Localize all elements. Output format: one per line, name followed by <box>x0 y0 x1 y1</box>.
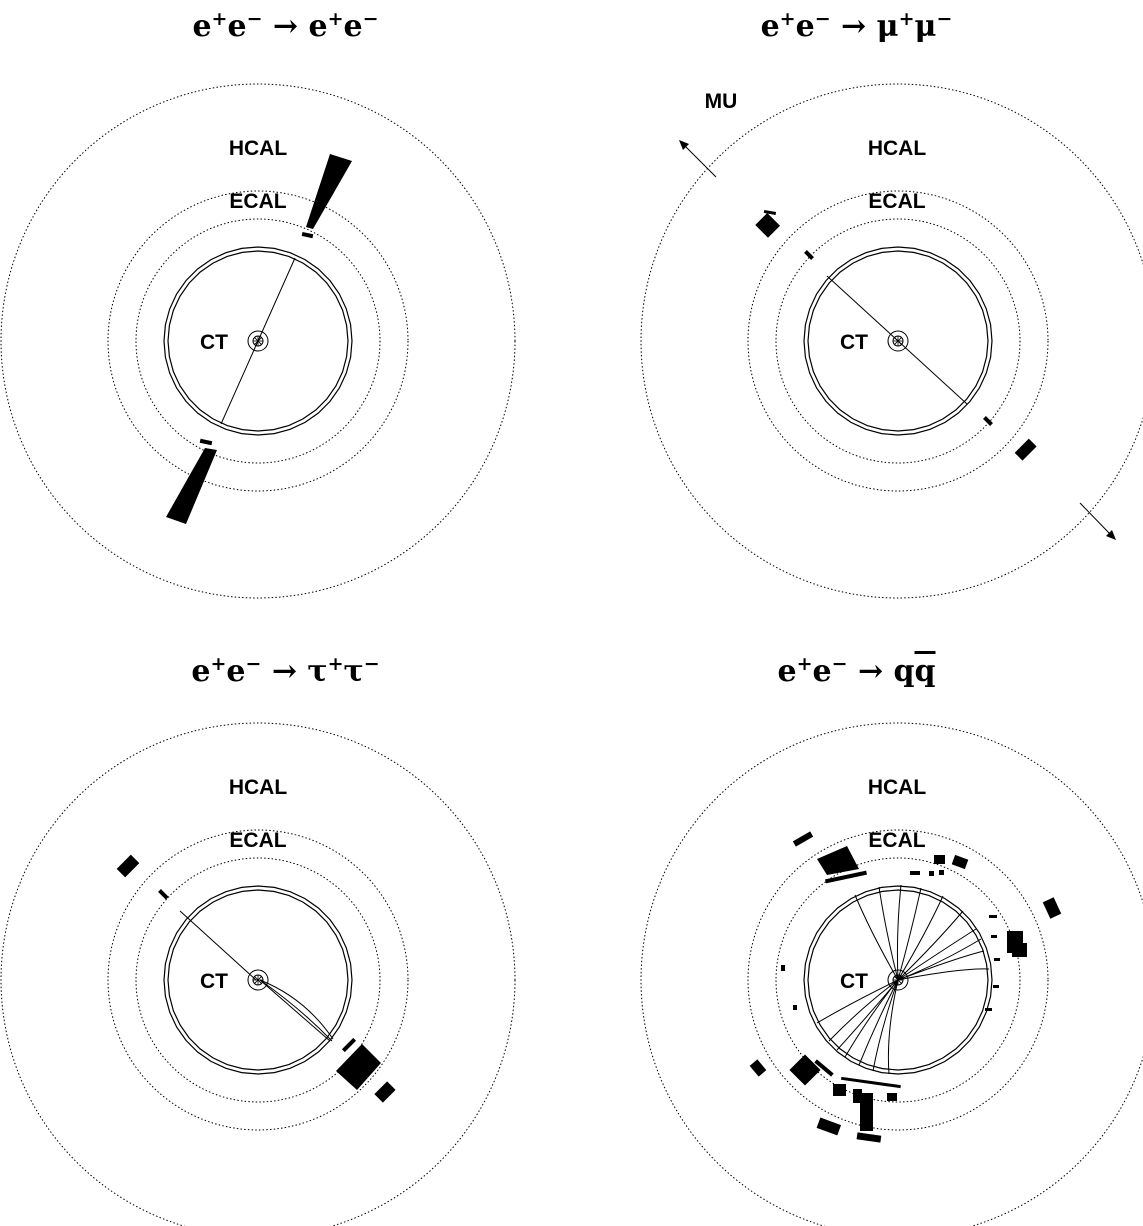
central-tracker-outer <box>803 246 993 436</box>
muon-arrows <box>679 140 1116 540</box>
central-tracker-outer <box>163 246 353 436</box>
central-tracker-outer <box>163 885 353 1075</box>
detector-display: HCAL ECAL CT <box>640 722 1143 1226</box>
beampipe-outer <box>247 969 269 991</box>
event-tracks <box>220 257 296 425</box>
ecal-ring <box>135 857 381 1103</box>
beampipe-outer <box>887 330 909 352</box>
ct-label: CT <box>840 970 868 993</box>
central-tracker-inner <box>167 250 349 432</box>
mu-label: MU <box>705 90 738 113</box>
hcal-label: HCAL <box>229 137 287 160</box>
outer-ring <box>640 83 1143 599</box>
hcal-ring <box>747 829 1049 1131</box>
beampipe-outer <box>247 330 269 352</box>
hcal-ring <box>107 190 409 492</box>
ct-label: CT <box>840 331 868 354</box>
panel-qq: e+e− → qq HCAL ECAL CT <box>571 613 1143 1226</box>
hcal-label: HCAL <box>868 776 926 799</box>
panel-ee: e+e− → e+e− HCAL ECAL CT <box>0 0 571 613</box>
central-tracker-inner <box>807 889 989 1071</box>
ecal-label: ECAL <box>868 829 925 852</box>
detector-display: HCAL ECAL CT <box>0 83 516 599</box>
hcal-ring <box>747 190 1049 492</box>
outer-ring <box>0 722 516 1226</box>
panel-title: e+e− → τ+τ− <box>191 653 380 689</box>
hcal-label: HCAL <box>868 137 926 160</box>
hcal-ring <box>107 829 409 1131</box>
event-tracks <box>816 884 990 1075</box>
panel-title: e+e− → qq <box>777 653 936 689</box>
energy-deposits <box>116 854 396 1103</box>
panel-tautau: e+e− → τ+τ− HCAL ECAL CT <box>0 613 571 1226</box>
detector-rings <box>0 83 516 599</box>
hcal-label: HCAL <box>229 776 287 799</box>
panel-title: e+e− → μ+μ− <box>760 8 953 44</box>
outer-ring <box>0 83 516 599</box>
ecal-label: ECAL <box>229 829 286 852</box>
detector-display: HCAL ECAL CT <box>0 722 516 1226</box>
outer-ring <box>640 722 1143 1226</box>
event-tracks <box>826 275 968 405</box>
ecal-label: ECAL <box>229 190 286 213</box>
ecal-label: ECAL <box>868 190 925 213</box>
ecal-ring <box>135 218 381 464</box>
panel-title: e+e− → e+e− <box>192 8 379 44</box>
panel-mumu: e+e− → μ+μ− HCAL ECAL CT MU <box>571 0 1143 613</box>
detector-rings <box>640 722 1143 1226</box>
detector-display: HCAL ECAL CT MU <box>640 83 1143 599</box>
central-tracker-inner <box>167 889 349 1071</box>
ecal-ring <box>775 218 1021 464</box>
central-tracker-outer <box>803 885 993 1075</box>
detector-rings <box>640 83 1143 599</box>
central-tracker-inner <box>807 250 989 432</box>
energy-deposits <box>755 209 1037 461</box>
ct-label: CT <box>200 970 228 993</box>
detector-rings <box>0 722 516 1226</box>
energy-deposits <box>749 831 1062 1143</box>
energy-deposits <box>166 154 352 524</box>
vertex-spoke <box>254 976 262 984</box>
ct-label: CT <box>200 331 228 354</box>
ecal-ring <box>775 857 1021 1103</box>
event-tracks <box>179 910 334 1042</box>
